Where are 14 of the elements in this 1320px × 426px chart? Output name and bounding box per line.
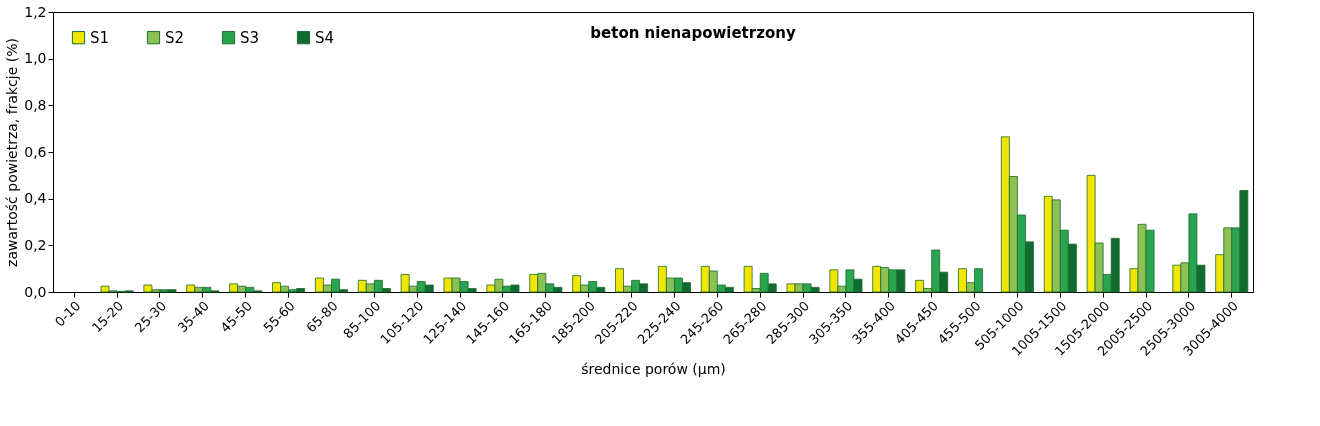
y-axis-title: zawartość powietrza, frakcje (%) [4,38,21,267]
y-tick-label: 0,0 [24,283,47,300]
y-tick-label: 1,0 [24,50,47,67]
text: beton nienapowietrzony [590,24,796,42]
y-tick-label: 0,2 [24,236,47,253]
legend-label: S2 [165,28,185,47]
y-tick-label: 0,6 [24,143,47,160]
legend-label: S4 [315,28,335,47]
y-tick-label: 1,2 [24,3,47,20]
x-axis-title: średnice porów (μm) [581,360,726,377]
y-tick-label: 0,8 [24,96,47,113]
legend-label: S1 [90,28,110,47]
y-tick-label: 0,4 [24,190,47,207]
legend-label: S3 [240,28,260,47]
